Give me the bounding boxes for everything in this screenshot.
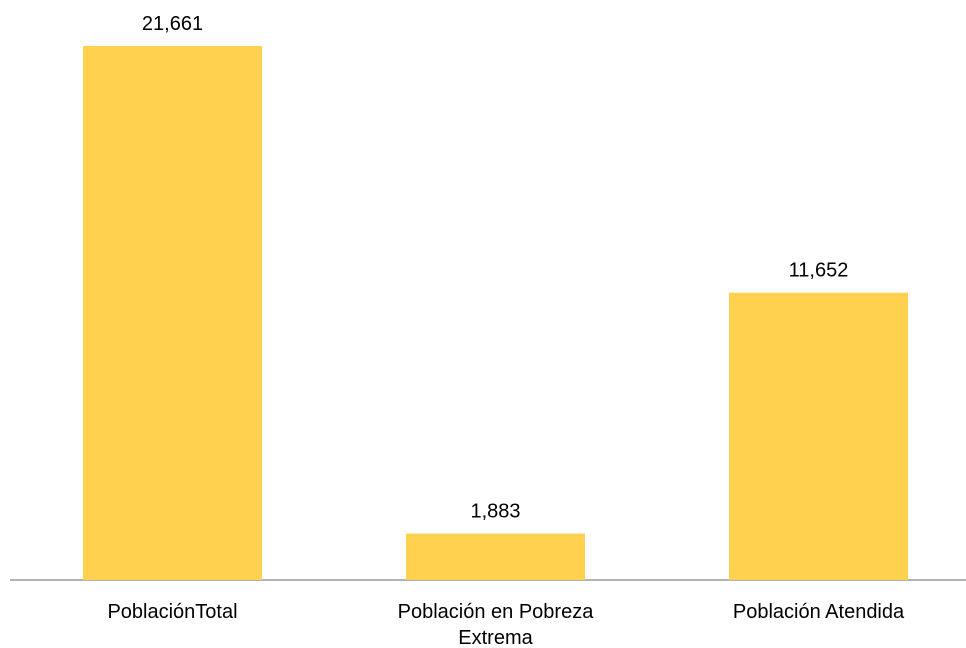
value-label: 21,661 [142, 13, 203, 35]
x-tick-label: PoblaciónTotal [107, 601, 238, 623]
x-tick-label: Población en Pobreza Extrema [397, 601, 594, 648]
bar [83, 46, 262, 580]
value-label: 11,652 [789, 260, 849, 282]
bar [729, 292, 908, 580]
value-label: 1,883 [470, 501, 520, 523]
bar [406, 533, 585, 580]
x-tick-label: Población Atendida [732, 601, 905, 623]
